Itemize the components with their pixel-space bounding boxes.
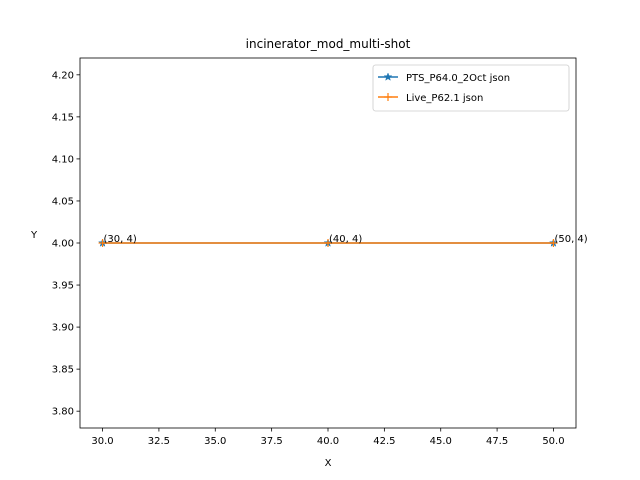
legend-entry: PTS_P64.0_2Oct json bbox=[378, 72, 510, 84]
x-tick-label: 45.0 bbox=[430, 436, 452, 447]
x-tick-label: 37.5 bbox=[261, 436, 283, 447]
series-1-point bbox=[98, 239, 107, 247]
marks-layer: (30, 4) (40, 4) (50, 4) bbox=[98, 234, 588, 247]
x-axis-label: X bbox=[325, 458, 332, 469]
legend-marker bbox=[383, 72, 393, 81]
point-annotation: (50, 4) bbox=[554, 234, 587, 245]
series-1-point bbox=[549, 239, 558, 247]
y-tick-label: 3.80 bbox=[52, 407, 74, 418]
axes-layer: 30.0 32.5 35.0 37.5 40.0 42.5 45.0 47.5 50.0 3.80… bbox=[52, 70, 565, 447]
y-tick-label: 4.05 bbox=[52, 196, 74, 207]
y-tick-label: 3.95 bbox=[52, 281, 74, 292]
y-tick-label: 4.15 bbox=[52, 112, 74, 123]
y-tick-label: 4.00 bbox=[52, 239, 74, 250]
y-axis-label: Y bbox=[30, 230, 38, 241]
y-tick-label: 4.20 bbox=[52, 70, 74, 81]
point-annotation: (40, 4) bbox=[329, 234, 362, 245]
x-tick-label: 50.0 bbox=[542, 436, 564, 447]
x-tick-label: 32.5 bbox=[148, 436, 170, 447]
chart-title: incinerator_mod_multi-shot bbox=[246, 37, 411, 51]
x-tick-label: 40.0 bbox=[317, 436, 339, 447]
x-tick-label: 30.0 bbox=[91, 436, 113, 447]
legend: PTS_P64.0_2Oct json Live_P62.1 json bbox=[372, 64, 570, 112]
series-1-point bbox=[324, 239, 332, 247]
x-tick-label: 47.5 bbox=[486, 436, 508, 447]
x-tick-label: 35.0 bbox=[204, 436, 226, 447]
legend-entry: Live_P62.1 json bbox=[378, 93, 483, 104]
legend-label: PTS_P64.0_2Oct json bbox=[406, 73, 510, 84]
point-annotation: (30, 4) bbox=[104, 234, 137, 245]
x-tick-label: 42.5 bbox=[373, 436, 395, 447]
y-tick-label: 3.85 bbox=[52, 365, 74, 376]
legend-marker bbox=[384, 93, 392, 101]
y-tick-label: 3.90 bbox=[52, 323, 74, 334]
y-tick-label: 4.10 bbox=[52, 154, 74, 165]
legend-frame bbox=[372, 64, 570, 112]
legend-label: Live_P62.1 json bbox=[406, 93, 483, 104]
